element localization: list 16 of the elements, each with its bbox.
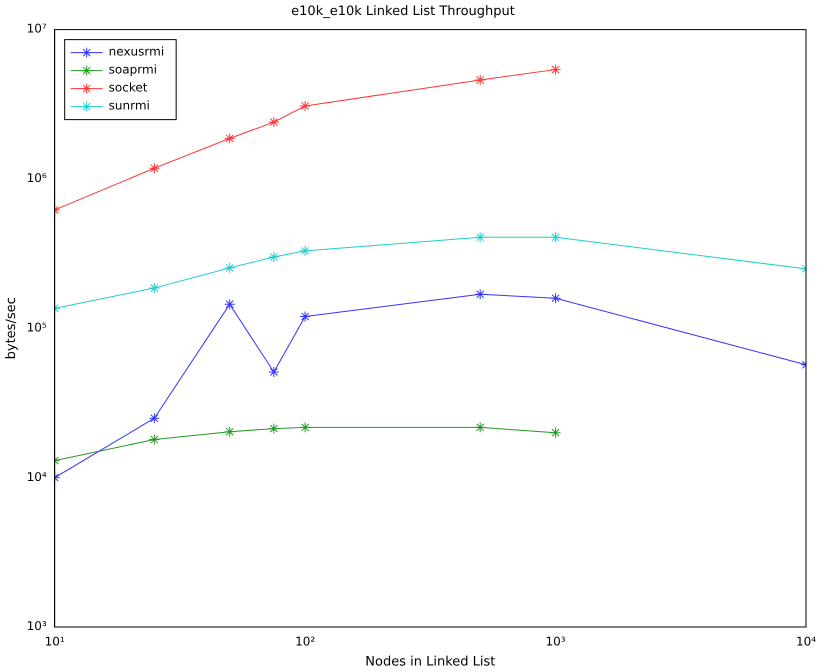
y-tick-label: 10³	[26, 619, 47, 634]
y-tick-label: 10⁷	[26, 22, 47, 36]
x-tick-label: 10⁴	[796, 634, 816, 648]
legend-label: nexusrmi	[108, 44, 164, 59]
x-tick-label: 10¹	[44, 634, 65, 648]
legend-label: socket	[108, 80, 148, 95]
y-axis-title: bytes/sec	[4, 297, 20, 360]
x-tick-label: 10³	[546, 634, 566, 648]
chart-title: e10k_e10k Linked List Throughput	[291, 4, 515, 20]
y-tick-label: 10⁶	[26, 171, 47, 186]
x-tick-label: 10²	[295, 634, 316, 648]
y-tick-label: 10⁵	[26, 320, 47, 334]
legend-label: soaprmi	[108, 62, 157, 77]
legend-label: sunrmi	[108, 98, 150, 113]
y-tick-label: 10⁴	[26, 470, 47, 484]
x-axis-title: Nodes in Linked List	[365, 654, 496, 670]
